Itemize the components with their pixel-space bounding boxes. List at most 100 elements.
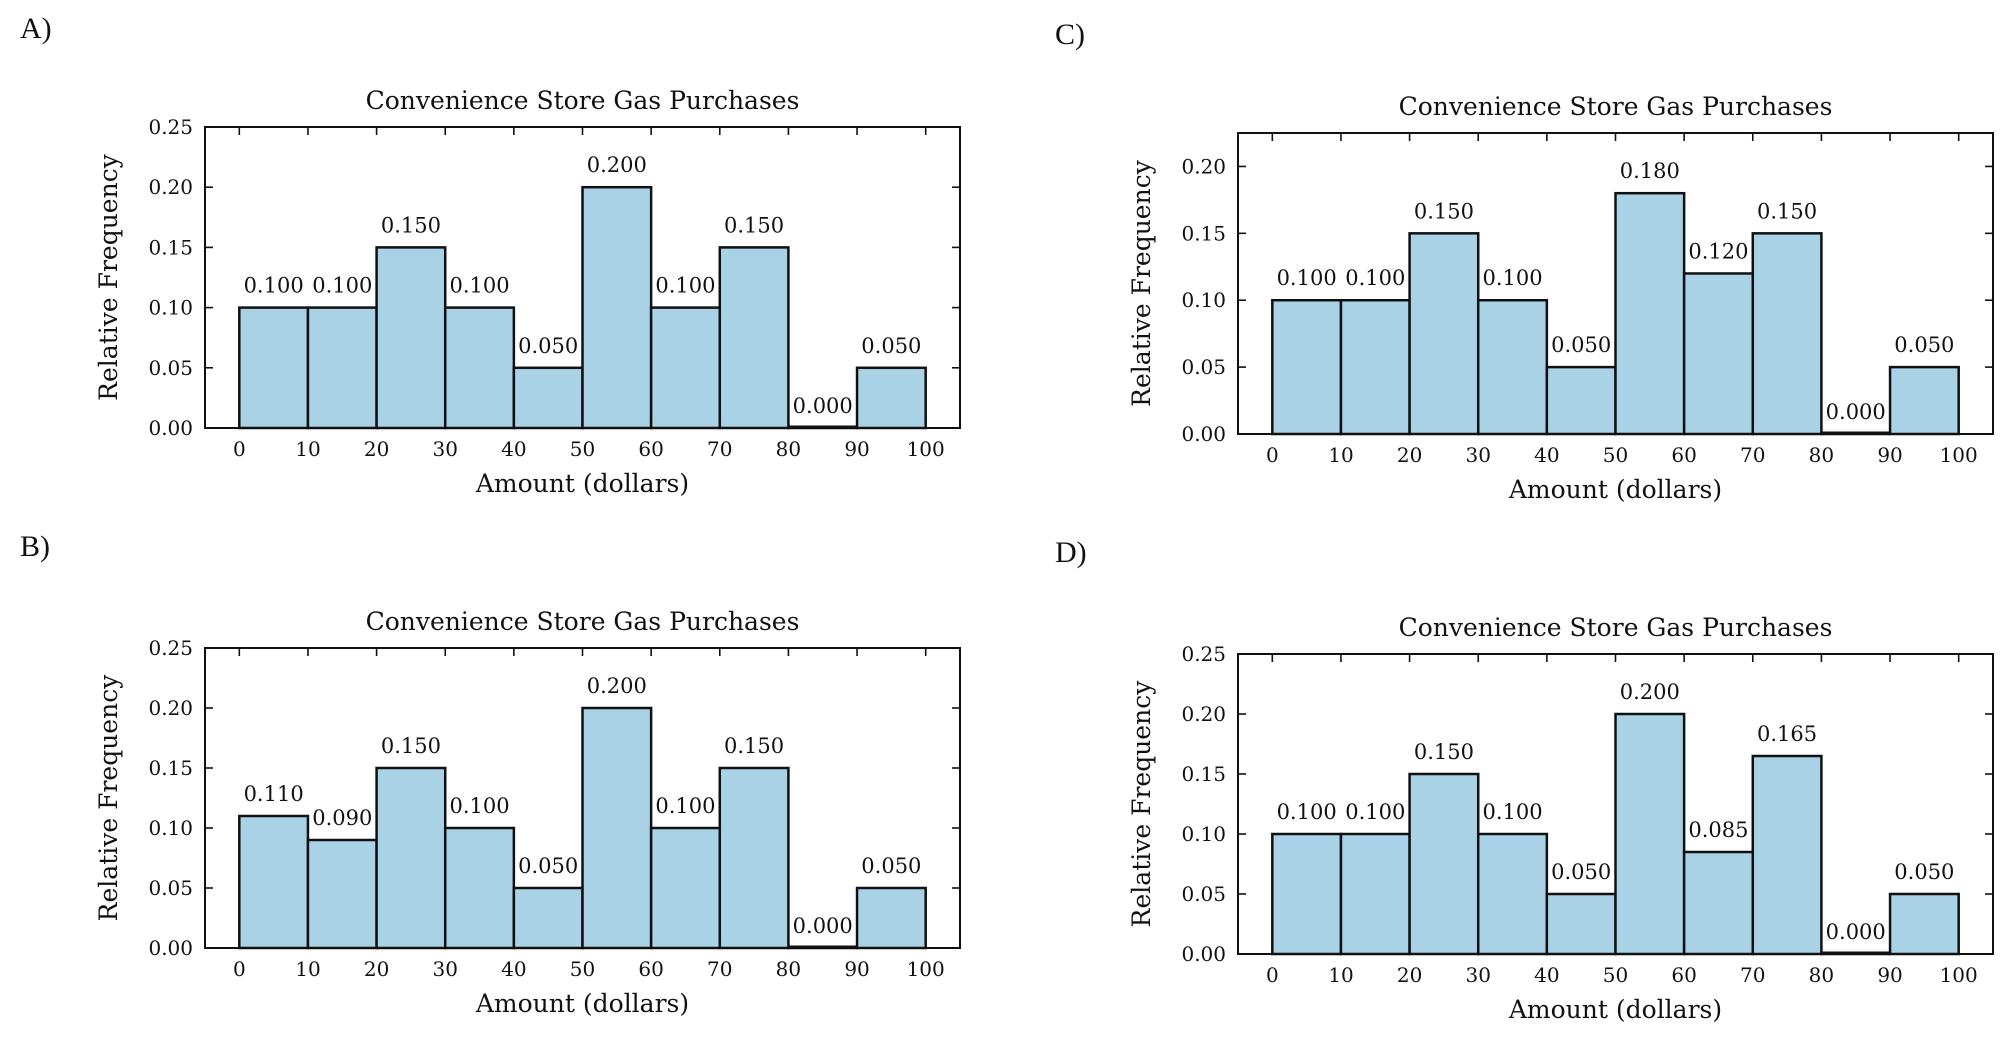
chart3-x-tick-label: 30 bbox=[1466, 963, 1491, 987]
chart3-y-tick-label: 0.20 bbox=[1181, 702, 1226, 726]
chart0-y-tick-label: 0.25 bbox=[148, 115, 193, 139]
chart3-x-tick-label: 70 bbox=[1740, 963, 1765, 987]
chart1-y-tick-label: 0.10 bbox=[1181, 288, 1226, 312]
chart1-bar bbox=[1682, 272, 1755, 436]
chart0-title: Convenience Store Gas Purchases bbox=[366, 86, 800, 115]
chart3-bar-value-label: 0.200 bbox=[1620, 680, 1680, 704]
chart0-bar-value-label: 0.000 bbox=[793, 394, 853, 418]
chart2-bar-value-label: 0.150 bbox=[724, 734, 784, 758]
chart1-y-tick-label: 0.20 bbox=[1181, 154, 1226, 178]
chart1-bar-value-label: 0.180 bbox=[1620, 159, 1680, 183]
chart2-bar-value-label: 0.100 bbox=[655, 794, 715, 818]
chart3-bar bbox=[1271, 832, 1343, 956]
chart0-x-tick-label: 0 bbox=[233, 437, 246, 461]
chart3-bar bbox=[1682, 850, 1755, 956]
chart1-bar-value-label: 0.100 bbox=[1345, 266, 1405, 290]
chart1-bar-value-label: 0.050 bbox=[1894, 333, 1954, 357]
chart0-bar-value-label: 0.050 bbox=[861, 334, 921, 358]
chart0-x-tick-label: 40 bbox=[501, 437, 526, 461]
chart0-x-tick-label: 30 bbox=[433, 437, 458, 461]
chart3-bar-value-label: 0.000 bbox=[1826, 920, 1886, 944]
chart1-x-tick-label: 40 bbox=[1534, 443, 1559, 467]
chart1-x-tick-label: 20 bbox=[1397, 443, 1422, 467]
chart0-bar bbox=[375, 246, 447, 430]
chart1-x-tick-label: 10 bbox=[1328, 443, 1353, 467]
chart2-x-axis-label: Amount (dollars) bbox=[475, 989, 689, 1018]
chart1-x-axis-label: Amount (dollars) bbox=[1508, 475, 1722, 504]
chart2-x-tick-label: 20 bbox=[364, 957, 389, 981]
chart2-y-tick-label: 0.15 bbox=[148, 756, 193, 780]
chart2-x-tick-label: 10 bbox=[295, 957, 320, 981]
chart3-bar-value-label: 0.100 bbox=[1345, 800, 1405, 824]
chart2-y-axis-label: Relative Frequency bbox=[94, 674, 123, 922]
chart0-x-tick-label: 20 bbox=[364, 437, 389, 461]
chart3-bar-value-label: 0.050 bbox=[1894, 860, 1954, 884]
chart2-x-tick-label: 100 bbox=[907, 957, 945, 981]
chart2-x-tick-label: 40 bbox=[501, 957, 526, 981]
chart0-x-tick-label: 80 bbox=[776, 437, 801, 461]
chart2-bar bbox=[375, 766, 447, 950]
chart2-bar-value-label: 0.110 bbox=[244, 782, 304, 806]
chart1-bar-value-label: 0.000 bbox=[1826, 400, 1886, 424]
chart3-x-tick-label: 90 bbox=[1877, 963, 1902, 987]
chart2-y-tick-label: 0.05 bbox=[148, 876, 193, 900]
chart3-bar-value-label: 0.100 bbox=[1277, 800, 1337, 824]
chart0-bar bbox=[443, 306, 516, 430]
chart0-y-tick-label: 0.20 bbox=[148, 175, 193, 199]
chart1-bar-value-label: 0.050 bbox=[1551, 333, 1611, 357]
chart3-bar-value-label: 0.085 bbox=[1688, 818, 1748, 842]
chart0-bar bbox=[512, 366, 584, 430]
chart3-x-tick-label: 40 bbox=[1534, 963, 1559, 987]
chart3-bar bbox=[1614, 712, 1686, 956]
chart1-bar-value-label: 0.100 bbox=[1277, 266, 1337, 290]
chart2-x-tick-label: 30 bbox=[433, 957, 458, 981]
panel-label-a: A) bbox=[20, 12, 52, 45]
chart0-bar bbox=[238, 306, 310, 430]
chart1-bar bbox=[1888, 365, 1960, 436]
chart1-y-tick-label: 0.05 bbox=[1181, 355, 1226, 379]
chart2-title: Convenience Store Gas Purchases bbox=[366, 607, 800, 636]
chart3-bar-value-label: 0.165 bbox=[1757, 722, 1817, 746]
chart2-y-tick-label: 0.20 bbox=[148, 696, 193, 720]
chart3-x-tick-label: 0 bbox=[1266, 963, 1279, 987]
chart0-bar bbox=[718, 246, 790, 430]
chart0-y-tick-label: 0.10 bbox=[148, 296, 193, 320]
chart0-bar-value-label: 0.100 bbox=[312, 274, 372, 298]
panel-label-b: B) bbox=[20, 530, 50, 563]
chart2-x-tick-label: 50 bbox=[570, 957, 595, 981]
chart1-bar bbox=[1476, 298, 1549, 436]
chart2-bar-value-label: 0.050 bbox=[861, 854, 921, 878]
chart3-bar bbox=[1408, 772, 1480, 956]
chart1-x-tick-label: 70 bbox=[1740, 443, 1765, 467]
chart0-bar-value-label: 0.150 bbox=[724, 213, 784, 237]
chart3-x-tick-label: 100 bbox=[1940, 963, 1978, 987]
chart1-x-tick-label: 50 bbox=[1603, 443, 1628, 467]
chart0-x-tick-label: 70 bbox=[707, 437, 732, 461]
chart1-bar bbox=[1339, 298, 1411, 436]
chart3-y-tick-label: 0.25 bbox=[1181, 642, 1226, 666]
chart0-bar-value-label: 0.150 bbox=[381, 213, 441, 237]
chart3-y-tick-label: 0.10 bbox=[1181, 822, 1226, 846]
chart0-bar bbox=[581, 185, 653, 430]
chart2-y-tick-label: 0.10 bbox=[148, 816, 193, 840]
chart0-x-tick-label: 100 bbox=[907, 437, 945, 461]
chart2-bar bbox=[512, 886, 584, 950]
chart3-y-tick-label: 0.05 bbox=[1181, 882, 1226, 906]
chart0-bar-value-label: 0.100 bbox=[655, 274, 715, 298]
chart2-x-tick-label: 90 bbox=[844, 957, 869, 981]
chart2-bar bbox=[238, 814, 310, 950]
chart1-title: Convenience Store Gas Purchases bbox=[1399, 92, 1833, 121]
chart0-x-tick-label: 60 bbox=[638, 437, 663, 461]
chart0-bar-value-label: 0.100 bbox=[244, 274, 304, 298]
chart0-y-tick-label: 0.05 bbox=[148, 356, 193, 380]
chart2-bar-value-label: 0.000 bbox=[793, 914, 853, 938]
chart2-bar bbox=[718, 766, 790, 950]
chart3-bar bbox=[1545, 892, 1617, 956]
chart3-x-tick-label: 20 bbox=[1397, 963, 1422, 987]
chart0-x-tick-label: 10 bbox=[295, 437, 320, 461]
chart1-bar-value-label: 0.150 bbox=[1757, 199, 1817, 223]
chart2-bar-value-label: 0.200 bbox=[587, 674, 647, 698]
